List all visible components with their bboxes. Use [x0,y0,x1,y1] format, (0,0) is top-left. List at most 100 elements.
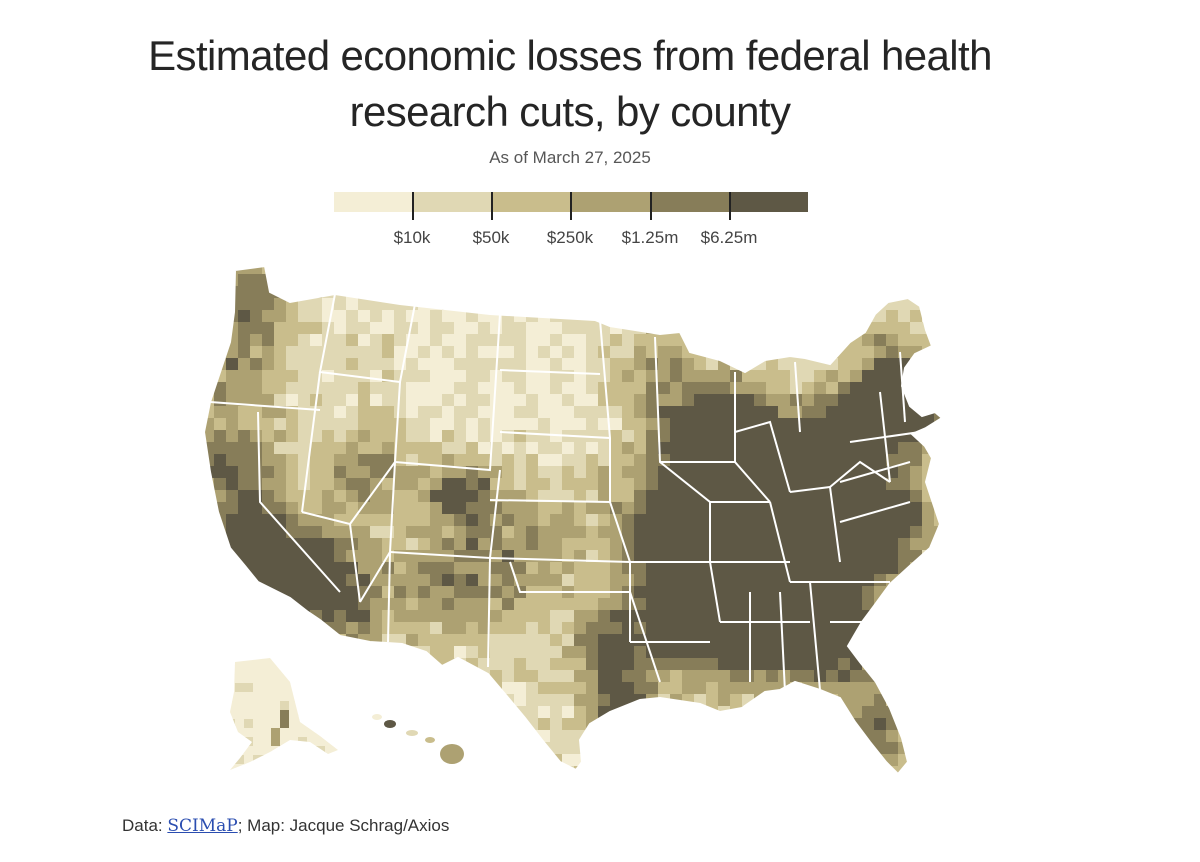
county-cell [466,370,479,383]
county-cell [370,598,383,611]
county-cell [394,418,407,431]
county-cell [238,346,251,359]
county-cell [358,562,371,575]
county-cell [334,346,347,359]
county-cell [622,730,635,743]
county-cell [538,418,551,431]
county-cell [850,406,863,419]
county-cell [934,610,942,623]
county-cell [238,538,251,551]
alaska-borough-cell [271,764,281,770]
county-cell [634,358,647,371]
county-cell [346,394,359,407]
county-cell [898,466,911,479]
county-cell [934,370,942,383]
county-cell [466,334,479,347]
alaska-borough-cell [298,773,308,783]
county-cell [550,502,563,515]
county-cell [418,394,431,407]
alaska-borough-cell [280,710,290,720]
county-cell [346,430,359,443]
county-cell [838,358,851,371]
alaska-borough-cell [334,764,338,770]
county-cell [538,574,551,587]
county-cell [226,334,239,347]
county-cell [826,610,839,623]
county-cell [346,694,359,707]
county-cell [526,466,539,479]
county-cell [778,646,791,659]
county-cell [934,274,942,287]
alaska-borough-cell [289,746,299,756]
county-cell [406,538,419,551]
county-cell [934,430,942,443]
county-cell [214,718,227,731]
alaska-borough-cell [316,674,326,684]
county-cell [658,418,671,431]
county-cell [610,310,623,323]
county-cell [334,778,347,791]
county-cell [190,466,203,479]
county-cell [286,622,299,635]
county-cell [934,634,942,647]
county-cell [418,610,431,623]
county-cell [766,478,779,491]
county-cell [214,418,227,431]
legend-swatch-3 [571,192,650,212]
county-cell [634,322,647,335]
data-source-link[interactable]: SCIMaP [167,816,238,836]
county-cell [802,466,815,479]
county-cell [454,778,467,791]
county-cell [814,634,827,647]
county-cell [358,358,371,371]
county-cell [766,322,779,335]
county-cell [910,586,923,599]
county-cell [214,670,227,683]
county-cell [190,730,203,743]
county-cell [262,550,275,563]
county-cell [682,454,695,467]
county-cell [742,634,755,647]
county-cell [934,394,942,407]
county-cell [898,442,911,455]
county-cell [418,598,431,611]
county-cell [214,610,227,623]
county-cell [730,778,743,791]
county-cell [718,574,731,587]
county-cell [682,634,695,647]
county-cell [214,466,227,479]
county-cell [190,442,203,455]
county-cell [286,322,299,335]
county-cell [646,730,659,743]
county-cell [310,538,323,551]
county-cell [838,634,851,647]
county-cell [262,538,275,551]
county-cell [238,646,251,659]
alaska-borough-cell [235,683,245,693]
county-cell [766,418,779,431]
county-cell [934,694,942,707]
county-cell [814,586,827,599]
county-cell [634,466,647,479]
county-cell [946,730,959,743]
county-cell [322,358,335,371]
county-cell [574,598,587,611]
county-cell [838,670,851,683]
county-cell [574,358,587,371]
county-cell [634,538,647,551]
county-cell [898,514,911,527]
county-cell [526,778,539,791]
county-cell [790,610,803,623]
alaska-borough-cell [316,710,326,720]
county-cell [670,622,683,635]
county-cell [874,646,887,659]
county-cell [214,266,227,275]
legend-tick [650,192,652,220]
county-cell [910,706,923,719]
county-cell [646,406,659,419]
county-cell [730,334,743,347]
county-cell [394,598,407,611]
county-cell [550,310,563,323]
county-cell [706,298,719,311]
alaska-borough-cell [334,658,338,666]
